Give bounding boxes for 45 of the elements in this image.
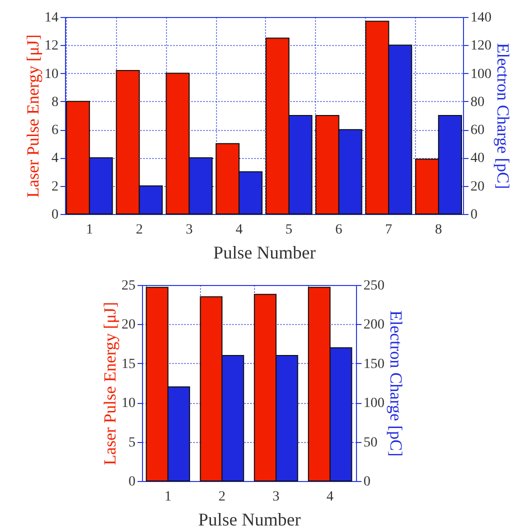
x-tick-label: 8	[435, 222, 442, 238]
y-axis-title: Laser Pulse Energy [μJ]	[100, 302, 120, 466]
x-tick-label: 7	[385, 222, 392, 238]
x-tick-label: 3	[272, 490, 280, 504]
y-tick-label: 20	[122, 318, 136, 333]
y2-axis-title: Electron Charge [pC]	[386, 310, 406, 457]
y-tick-label: 6	[52, 123, 58, 138]
x-tick-label: 3	[186, 222, 193, 238]
y-tick-label: 0	[128, 474, 136, 490]
y-tick-label: 8	[52, 94, 58, 110]
y-tick-label: 12	[44, 38, 58, 54]
x-axis-title: Pulse Number	[213, 242, 316, 262]
y2-tick-label: 80	[470, 94, 484, 110]
x-axis-title: Pulse Number	[198, 510, 301, 528]
y-axis-title: Laser Pulse Energy [μJ]	[24, 34, 42, 198]
y-tick-label: 10	[122, 396, 136, 412]
y-tick-label: 5	[128, 435, 136, 450]
y2-tick-label: 0	[470, 208, 478, 222]
x-tick-label: 4	[326, 490, 334, 504]
y-tick-label: 15	[122, 356, 136, 372]
x-tick-label: 1	[164, 490, 172, 504]
x-tick-label: 4	[236, 222, 243, 238]
y2-tick-label: 120	[470, 38, 492, 54]
y2-tick-label: 250	[364, 278, 384, 294]
y-tick-label: 14	[44, 10, 58, 26]
y2-tick-label: 60	[470, 123, 484, 138]
y2-tick-label: 50	[364, 435, 378, 450]
x-tick-label: 2	[218, 490, 226, 504]
x-tick-label: 6	[335, 222, 342, 238]
y-tick-label: 10	[44, 66, 58, 82]
y-tick-label: 2	[52, 179, 58, 194]
y2-tick-label: 200	[364, 318, 384, 333]
y2-tick-label: 100	[364, 396, 384, 412]
y-tick-label: 25	[122, 278, 136, 294]
y2-tick-label: 0	[364, 474, 370, 490]
y2-axis-title: Electron Charge [pC]	[494, 42, 510, 190]
y2-tick-label: 150	[364, 356, 384, 372]
y2-tick-label: 140	[470, 10, 492, 26]
y-tick-label: 4	[52, 151, 58, 166]
x-tick-label: 5	[285, 222, 292, 238]
x-tick-label: 1	[86, 222, 93, 238]
y-tick-label: 0	[52, 208, 58, 222]
y2-tick-label: 100	[470, 66, 492, 82]
y2-tick-label: 20	[470, 179, 484, 194]
y2-tick-label: 40	[470, 151, 484, 166]
